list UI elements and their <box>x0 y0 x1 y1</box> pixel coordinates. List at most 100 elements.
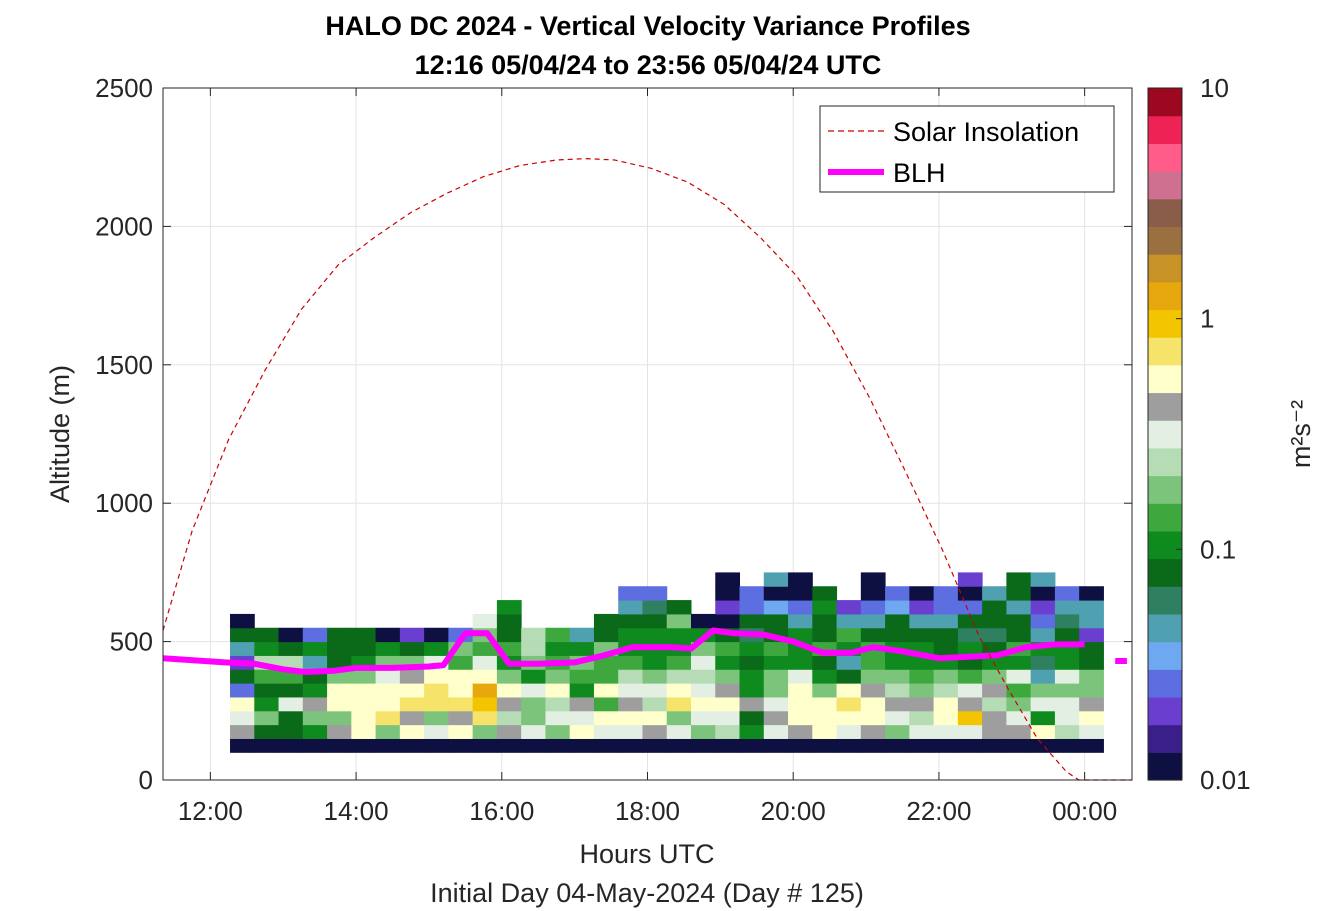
heatmap-cell <box>1006 738 1032 753</box>
heatmap-cell <box>885 600 910 615</box>
heatmap-cell <box>302 738 328 753</box>
heatmap-cell <box>230 738 255 753</box>
heatmap-cell <box>327 655 352 670</box>
heatmap-cell <box>836 738 862 753</box>
heatmap-cell <box>448 738 474 753</box>
x-tick-label: 12:00 <box>178 796 243 826</box>
heatmap-cell <box>739 613 765 629</box>
heatmap-cell <box>593 613 619 629</box>
heatmap-cell <box>1054 669 1080 684</box>
heatmap-cell <box>1054 696 1080 712</box>
heatmap-cell <box>521 627 546 643</box>
colorbar-segment <box>1148 143 1182 172</box>
heatmap-cell <box>642 683 668 698</box>
heatmap-cell <box>375 738 401 753</box>
heatmap-cell <box>351 738 377 753</box>
colorbar-segment <box>1148 752 1182 781</box>
legend-label-blh: BLH <box>893 158 946 188</box>
colorbar-segment <box>1148 696 1182 726</box>
series-lines <box>162 157 1132 781</box>
heatmap-cell <box>885 586 910 601</box>
heatmap-cell <box>788 600 813 615</box>
heatmap-cell <box>278 696 304 712</box>
heatmap-cell <box>569 724 595 739</box>
heatmap-cell <box>933 600 959 615</box>
heatmap-cell <box>375 696 401 712</box>
x-tick-label: 00:00 <box>1052 796 1117 826</box>
heatmap-cell <box>399 627 425 643</box>
heatmap-cell <box>472 669 498 684</box>
heatmap-cell <box>521 641 546 656</box>
x-tick-label: 20:00 <box>761 796 826 826</box>
heatmap-cell <box>351 641 377 656</box>
heatmap-cell <box>957 613 983 629</box>
heatmap-cell <box>763 683 789 698</box>
heatmap-cell <box>885 613 910 629</box>
heatmap-cell <box>788 572 813 587</box>
heatmap-cell <box>812 586 838 601</box>
colorbar-segment <box>1148 613 1182 643</box>
heatmap-cell <box>933 738 959 753</box>
heatmap-cell <box>545 710 571 726</box>
heatmap-cell <box>836 655 862 670</box>
heatmap-cell <box>302 724 328 739</box>
heatmap-cell <box>1006 572 1032 587</box>
heatmap-cell <box>1006 600 1032 615</box>
heatmap-cell <box>1006 683 1032 698</box>
x-axis-label: Hours UTC <box>579 839 714 869</box>
blh-line <box>162 627 1085 675</box>
heatmap-cell <box>788 683 813 698</box>
heatmap-cell <box>230 641 255 656</box>
heatmap-cell <box>715 738 741 753</box>
heatmap-cell <box>860 627 886 643</box>
heatmap-cell <box>1030 710 1056 726</box>
heatmap-cell <box>715 669 741 684</box>
heatmap-cell <box>1006 669 1032 684</box>
heatmap-cell <box>472 710 498 726</box>
heatmap-cell <box>690 669 716 684</box>
heatmap-cell <box>788 586 813 601</box>
heatmap-cell <box>812 613 838 629</box>
heatmap-cell <box>1030 586 1056 601</box>
heatmap-cell <box>1054 586 1080 601</box>
heatmap-cell <box>715 696 741 712</box>
legend: Solar Insolation BLH <box>819 105 1115 193</box>
heatmap-cell <box>618 696 643 712</box>
colorbar-segment <box>1148 447 1182 477</box>
heatmap-cell <box>278 724 304 739</box>
heatmap-cell <box>957 641 983 656</box>
x-tick-label: 14:00 <box>324 796 389 826</box>
heatmap-cell <box>302 683 328 698</box>
colorbar-segment <box>1148 171 1182 200</box>
heatmap-cell <box>1030 600 1056 615</box>
heatmap-cell <box>642 627 668 643</box>
heatmap-cell <box>666 613 692 629</box>
heatmap-cell <box>739 641 765 656</box>
heatmap-cell <box>399 724 425 739</box>
heatmap-cell <box>860 600 886 615</box>
heatmap-cell <box>909 724 935 739</box>
heatmap-cell <box>836 696 862 712</box>
heatmap-cell <box>909 627 935 643</box>
colorbar-segment <box>1148 198 1182 227</box>
heatmap-cell <box>448 696 474 712</box>
heatmap-cell <box>230 613 255 629</box>
heatmap-cell <box>545 669 571 684</box>
heatmap-cell <box>690 724 716 739</box>
y-tick-label: 1000 <box>95 488 153 518</box>
heatmap-cell <box>327 724 352 739</box>
heatmap-cell <box>1054 710 1080 726</box>
heatmap-cell <box>642 710 668 726</box>
heatmap-cell <box>642 669 668 684</box>
heatmap-cell <box>715 641 741 656</box>
legend-box <box>819 105 1115 193</box>
heatmap-cell <box>399 683 425 698</box>
heatmap-cell <box>569 641 595 656</box>
colorbar-segment <box>1148 364 1182 394</box>
heatmap-cell <box>763 572 789 587</box>
heatmap-cell <box>885 655 910 670</box>
heatmap-cell <box>666 738 692 753</box>
heatmap-cell <box>399 738 425 753</box>
heatmap-cell <box>254 627 280 643</box>
